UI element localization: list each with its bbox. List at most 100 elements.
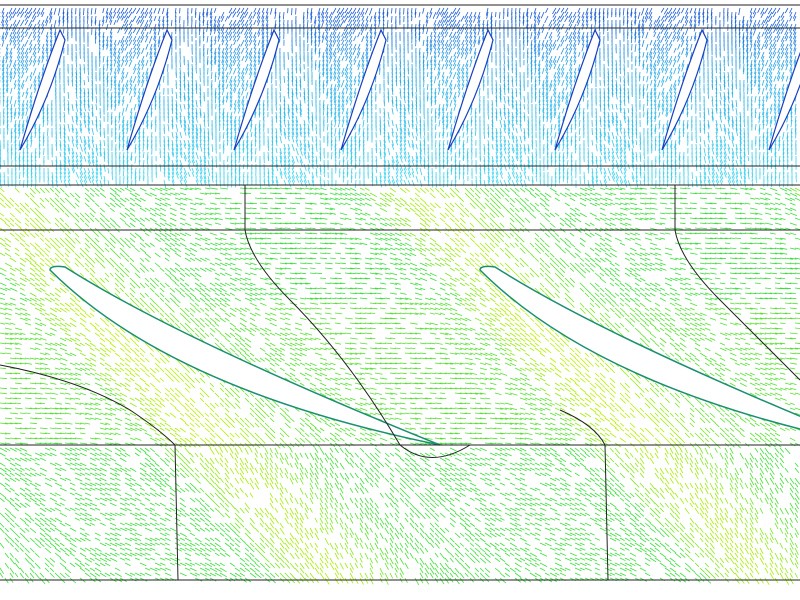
vector-group	[89, 197, 799, 568]
blade	[19, 28, 66, 151]
vector-group	[184, 327, 711, 434]
periodic-boundary	[674, 185, 800, 381]
vector-group	[0, 111, 793, 121]
vector-group	[319, 337, 756, 443]
vector-group	[34, 187, 773, 569]
vector-group	[0, 75, 797, 84]
vector-group	[0, 27, 797, 36]
vector-group	[19, 187, 797, 543]
vector-group	[2, 71, 797, 80]
blade	[479, 265, 800, 430]
vector-group	[1, 19, 789, 29]
vector-group	[39, 217, 793, 573]
vector-group	[129, 207, 789, 565]
vector-group	[0, 171, 797, 181]
vector-group	[139, 262, 799, 520]
vector-group	[84, 197, 795, 553]
blade	[340, 28, 387, 151]
vector-group	[99, 217, 764, 579]
vector-group	[0, 175, 797, 184]
vector-group	[0, 187, 799, 585]
vector-group	[84, 187, 611, 494]
vector-group	[99, 187, 799, 574]
vector-group	[34, 217, 754, 539]
vector-group	[94, 187, 799, 584]
periodic-boundary	[559, 409, 609, 581]
vector-group	[84, 192, 611, 548]
vector-group	[0, 217, 784, 584]
vector-group	[314, 202, 794, 560]
vector-group	[39, 222, 789, 580]
vector-group	[0, 47, 797, 56]
vector-group	[9, 202, 784, 579]
vector-group	[0, 187, 800, 584]
vector-group	[34, 217, 794, 585]
blade	[49, 265, 441, 446]
vector-group	[89, 217, 793, 530]
vector-group	[1, 7, 793, 17]
vector-group	[19, 202, 680, 560]
vector-group	[0, 159, 789, 168]
vector-group	[0, 43, 797, 52]
vector-group	[29, 187, 779, 569]
vector-group	[0, 11, 797, 20]
mesh-boundaries	[0, 4, 800, 581]
vector-group	[3, 131, 797, 141]
vector-group	[144, 232, 764, 586]
vector-group	[64, 187, 769, 545]
blades	[19, 28, 800, 446]
blade	[126, 28, 173, 151]
vector-group	[14, 222, 795, 583]
vector-group	[0, 192, 784, 560]
vector-group	[0, 87, 793, 96]
vector-group	[6, 103, 797, 113]
vector-group	[44, 187, 794, 546]
vector-group	[89, 212, 799, 569]
vector-group	[19, 222, 723, 584]
vector-group	[0, 35, 797, 44]
vector-group	[4, 202, 780, 575]
vector-group	[39, 187, 788, 568]
blade	[447, 28, 494, 151]
vector-group	[24, 197, 729, 554]
vector-group	[14, 187, 763, 543]
vector-group	[7, 167, 793, 177]
vector-group	[54, 197, 716, 555]
vector-group	[59, 187, 764, 544]
vector-group	[24, 207, 774, 565]
velocity-vectors	[0, 7, 800, 586]
vector-group	[0, 151, 793, 160]
vector-group	[74, 202, 784, 564]
vector-group	[84, 212, 566, 520]
periodic-boundary	[0, 364, 179, 581]
periodic-boundary	[244, 185, 471, 458]
vector-group	[4, 197, 765, 565]
blade	[554, 28, 601, 151]
vector-group	[69, 307, 597, 413]
vector-group	[3, 135, 793, 145]
vector-group	[74, 197, 779, 559]
vector-group	[84, 197, 742, 553]
vector-group	[19, 187, 724, 544]
vector-group	[84, 257, 788, 564]
vector-group	[99, 207, 798, 578]
blade	[768, 51, 800, 151]
vector-group	[0, 15, 797, 24]
blade	[233, 28, 280, 151]
vector-group	[0, 59, 797, 69]
blade	[661, 28, 708, 151]
vector-group	[0, 163, 797, 172]
vector-group	[3, 107, 797, 116]
vector-group	[0, 179, 793, 189]
vector-group	[0, 147, 797, 157]
vector-group	[0, 155, 797, 165]
vector-group	[0, 139, 797, 148]
vector-group	[234, 332, 762, 438]
vector-group	[0, 143, 797, 152]
vector-group	[0, 187, 800, 585]
vector-group	[39, 192, 744, 553]
vector-group	[89, 262, 639, 568]
vector-group	[89, 192, 800, 570]
